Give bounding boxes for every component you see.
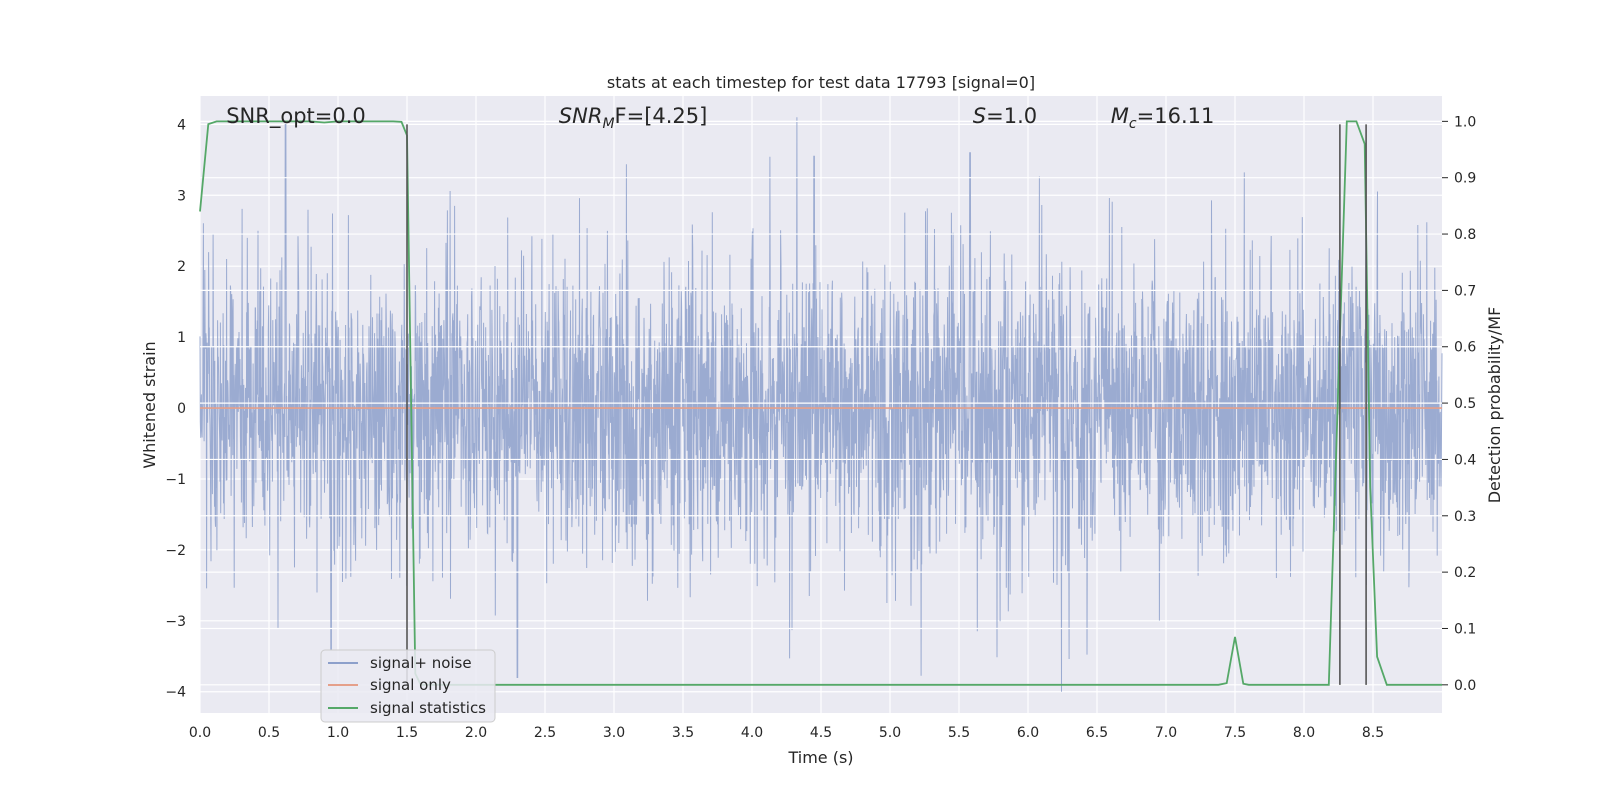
x-tick-label: 7.5 [1224, 725, 1246, 741]
stat-annotation: SNR_opt=0.0 [226, 104, 366, 129]
x-tick-label: 6.0 [1017, 725, 1039, 741]
y-tick-label: 0 [177, 401, 186, 417]
x-tick-label: 6.5 [1086, 725, 1108, 741]
x-tick-label: 7.0 [1155, 725, 1177, 741]
ticks: 0.0 0.5 1.0 1.5 2.0 2.5 3.0 3.5 4.0 4.5 5.0 5.5 6.0 6… [165, 114, 1476, 741]
annotations: SNR_opt=0.0 SNRMF=[4.25] S=1.0 Mc=16.11 [226, 104, 1214, 132]
x-tick-label: 4.5 [810, 725, 832, 741]
y-tick-label: −4 [165, 685, 186, 701]
x-tick-label: 8.5 [1362, 725, 1384, 741]
legend-box [320, 649, 496, 723]
x-tick-label: 2.0 [465, 725, 487, 741]
x-tick-label: 3.0 [603, 725, 625, 741]
vertical-lines [406, 124, 1367, 685]
legend: signal+ noise signal only signal statist… [320, 649, 496, 723]
x-tick-label: 0.0 [189, 725, 211, 741]
stat-annotation: Mc=16.11 [1111, 104, 1215, 132]
x-tick-label: 4.0 [741, 725, 763, 741]
y-tick-label: −1 [165, 472, 186, 488]
stat-annotation: S=1.0 [973, 104, 1037, 128]
y-right-tick-label: 0.5 [1454, 396, 1476, 412]
y-right-tick-label: 1.0 [1454, 114, 1476, 130]
y-axis-right-label: Detection probability/MF [1485, 307, 1504, 504]
y-right-tick-label: 0.0 [1454, 678, 1476, 694]
x-axis-label: Time (s) [787, 748, 853, 767]
y-tick-label: −2 [165, 543, 186, 559]
x-tick-label: 8.0 [1293, 725, 1315, 741]
x-tick-label: 5.5 [948, 725, 970, 741]
y-right-tick-label: 0.3 [1454, 509, 1476, 525]
y-right-tick-label: 0.8 [1454, 227, 1476, 243]
y-tick-label: 1 [177, 330, 186, 346]
x-tick-label: 1.5 [396, 725, 418, 741]
legend-entry-signal-statistics: signal statistics [370, 699, 486, 717]
x-tick-label: 0.5 [258, 725, 280, 741]
y-right-tick-label: 0.2 [1454, 565, 1476, 581]
y-tick-label: 3 [177, 188, 186, 204]
x-tick-label: 3.5 [672, 725, 694, 741]
y-axis-label: Whitened strain [140, 341, 159, 468]
y-right-tick-label: 0.6 [1454, 340, 1476, 356]
x-tick-label: 5.0 [879, 725, 901, 741]
y-tick-label: 2 [177, 259, 186, 275]
x-tick-label: 2.5 [534, 725, 556, 741]
legend-entry-signal-noise: signal+ noise [370, 654, 472, 672]
y-tick-label: 4 [177, 117, 186, 133]
x-tick-label: 1.0 [327, 725, 349, 741]
legend-entry-signal-only: signal only [370, 676, 451, 694]
stat-annotation: SNRMF=[4.25] [559, 104, 708, 132]
y-right-tick-label: 0.7 [1454, 283, 1476, 299]
y-right-tick-label: 0.4 [1454, 452, 1476, 468]
series-signal-statistics [199, 120, 1442, 686]
y-tick-label: −3 [165, 614, 186, 630]
y-right-tick-label: 0.9 [1454, 171, 1476, 187]
chart-title: stats at each timestep for test data 177… [607, 73, 1035, 92]
y-right-tick-label: 0.1 [1454, 621, 1476, 637]
